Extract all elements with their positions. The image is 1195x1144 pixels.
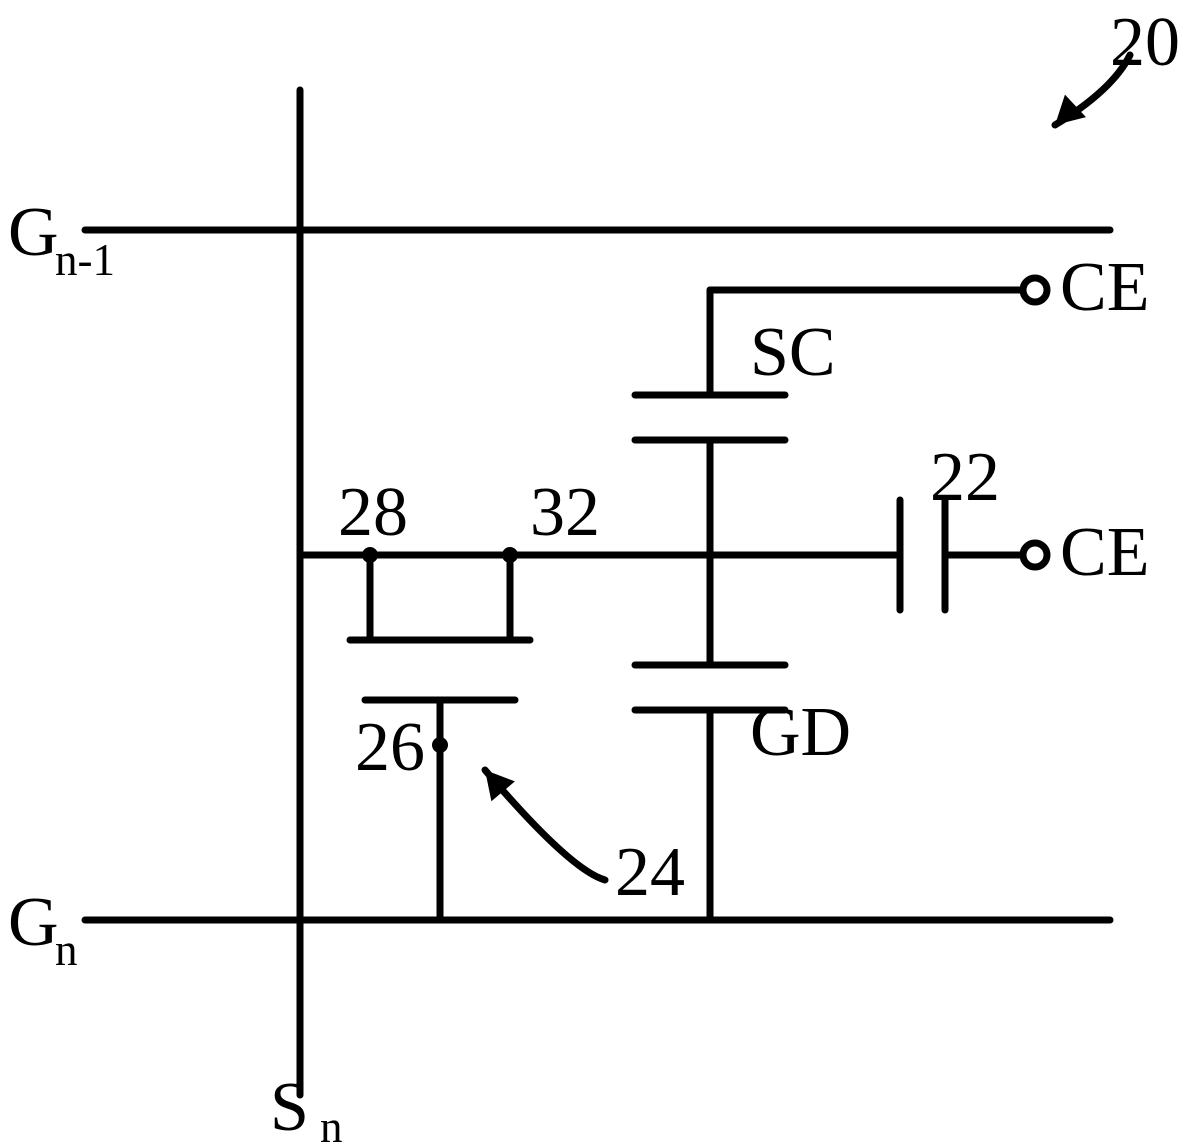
text-38: 28	[338, 474, 408, 551]
text-9: n	[320, 1102, 343, 1144]
text-28: CE	[1060, 514, 1149, 591]
text-5: n-1	[55, 235, 115, 285]
text-46: 20	[1110, 4, 1180, 81]
text-17: SC	[750, 314, 836, 391]
text-4: G	[8, 194, 59, 271]
circle-39	[502, 547, 518, 563]
text-12: CE	[1060, 249, 1149, 326]
text-32: 26	[355, 709, 425, 786]
text-40: 32	[530, 474, 600, 551]
circle-11	[1023, 278, 1047, 302]
circle-31	[432, 737, 448, 753]
text-6: G	[8, 884, 59, 961]
text-43: 24	[615, 834, 685, 911]
text-22: GD	[750, 694, 851, 771]
text-29: 22	[930, 439, 1000, 516]
text-8: S	[270, 1069, 309, 1144]
circle-27	[1023, 543, 1047, 567]
text-7: n	[55, 925, 78, 975]
